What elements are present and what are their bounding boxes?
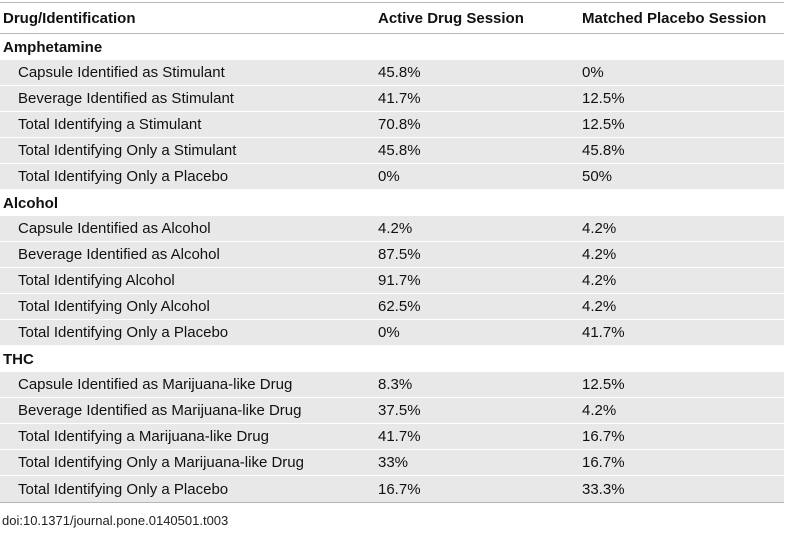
row-label: Total Identifying Only Alcohol [18,298,210,315]
table-row: Capsule Identified as Stimulant 45.8% 0% [0,60,784,86]
row-label: Total Identifying Only a Placebo [18,168,229,185]
placebo-value: 41.7% [582,324,625,341]
table-row: Total Identifying a Stimulant 70.8% 12.5… [0,112,784,138]
table-row: Total Identifying Only a Placebo 16.7% 3… [0,476,784,502]
table-row: Total Identifying Only a Placebo 0% 50% [0,164,784,190]
placebo-value: 16.7% [582,428,625,445]
group-row-thc: THC [0,346,784,372]
row-label: Total Identifying Only a Placebo [18,480,229,498]
results-table: Drug/Identification Active Drug Session … [0,2,784,503]
placebo-value: 12.5% [582,116,625,133]
row-label: Total Identifying Alcohol [18,272,175,289]
doi-caption: doi:10.1371/journal.pone.0140501.t003 [2,513,229,528]
active-value: 8.3% [378,376,413,393]
placebo-value: 0% [582,64,604,81]
row-label: Total Identifying Only a Placebo [18,324,229,341]
table-row: Total Identifying Only Alcohol 62.5% 4.2… [0,294,784,320]
active-value: 45.8% [378,64,421,81]
active-value: 70.8% [378,116,421,133]
group-row-alcohol: Alcohol [0,190,784,216]
table-row: Total Identifying Only a Placebo 0% 41.7… [0,320,784,346]
column-header-drug-identification: Drug/Identification [3,9,136,27]
placebo-value: 50% [582,168,613,185]
row-label: Capsule Identified as Marijuana-like Dru… [18,376,293,393]
active-value: 87.5% [378,246,421,263]
placebo-value: 45.8% [582,142,625,159]
group-label: Alcohol [3,194,58,212]
group-row-amphetamine: Amphetamine [0,34,784,60]
active-value: 16.7% [378,480,421,498]
table-row: Total Identifying a Marijuana-like Drug … [0,424,784,450]
placebo-value: 4.2% [582,246,617,263]
placebo-value: 12.5% [582,90,625,107]
row-label: Capsule Identified as Stimulant [18,64,225,81]
placebo-value: 4.2% [582,272,617,289]
active-value: 0% [378,324,400,341]
table-row: Beverage Identified as Marijuana-like Dr… [0,398,784,424]
table-header-row: Drug/Identification Active Drug Session … [0,3,784,34]
row-label: Total Identifying a Stimulant [18,116,202,133]
active-value: 91.7% [378,272,421,289]
row-label: Beverage Identified as Marijuana-like Dr… [18,402,302,419]
row-label: Total Identifying Only a Stimulant [18,142,237,159]
column-header-matched-placebo-session: Matched Placebo Session [582,9,767,27]
table-row: Capsule Identified as Alcohol 4.2% 4.2% [0,216,784,242]
placebo-value: 4.2% [582,298,617,315]
row-label: Beverage Identified as Stimulant [18,90,234,107]
table-row: Total Identifying Only a Marijuana-like … [0,450,784,476]
table-row: Capsule Identified as Marijuana-like Dru… [0,372,784,398]
table-row: Total Identifying Alcohol 91.7% 4.2% [0,268,784,294]
row-label: Total Identifying a Marijuana-like Drug [18,428,269,445]
active-value: 41.7% [378,428,421,445]
placebo-value: 33.3% [582,480,625,498]
active-value: 45.8% [378,142,421,159]
row-label: Capsule Identified as Alcohol [18,220,211,237]
table-row: Beverage Identified as Stimulant 41.7% 1… [0,86,784,112]
active-value: 37.5% [378,402,421,419]
table-row: Beverage Identified as Alcohol 87.5% 4.2… [0,242,784,268]
table-row: Total Identifying Only a Stimulant 45.8%… [0,138,784,164]
active-value: 33% [378,454,409,471]
active-value: 41.7% [378,90,421,107]
row-label: Beverage Identified as Alcohol [18,246,220,263]
placebo-value: 12.5% [582,376,625,393]
active-value: 62.5% [378,298,421,315]
placebo-value: 16.7% [582,454,625,471]
column-header-active-drug-session: Active Drug Session [378,9,524,27]
group-label: THC [3,350,34,368]
row-label: Total Identifying Only a Marijuana-like … [18,454,304,471]
active-value: 0% [378,168,400,185]
active-value: 4.2% [378,220,413,237]
group-label: Amphetamine [3,38,103,56]
placebo-value: 4.2% [582,402,617,419]
placebo-value: 4.2% [582,220,617,237]
